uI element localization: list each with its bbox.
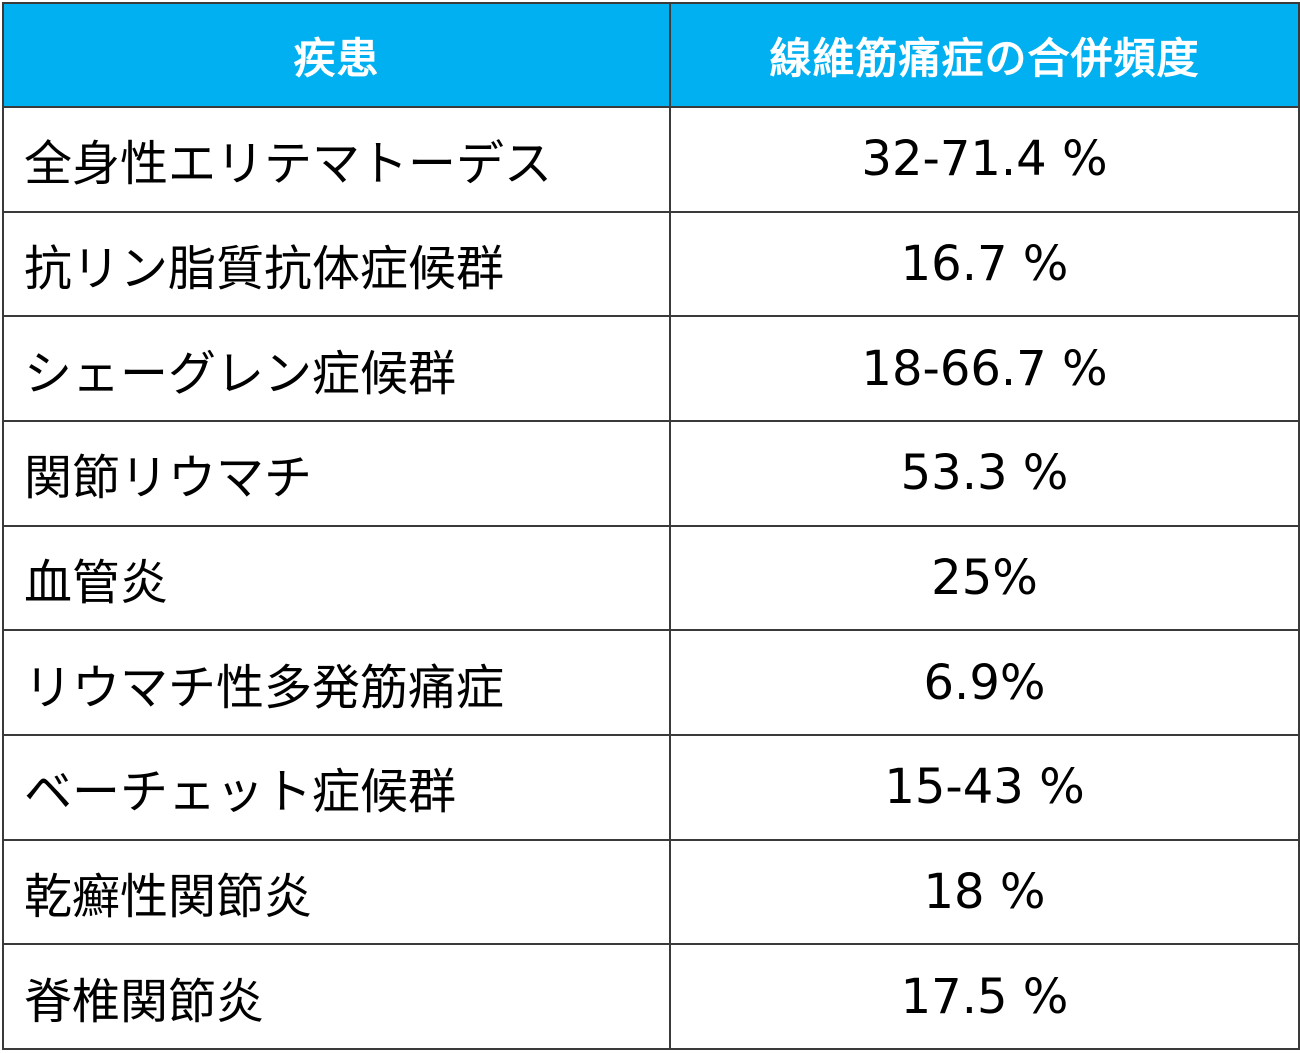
disease-cell: 全身性エリテマトーデス — [2, 106, 671, 213]
frequency-cell: 15-43 % — [669, 733, 1300, 841]
frequency-cell: 17.5 % — [669, 943, 1300, 1050]
frequency-cell: 16.7 % — [669, 210, 1300, 318]
disease-cell: 血管炎 — [2, 524, 671, 632]
header-row: 疾患 線維筋痛症の合併頻度 — [2, 2, 1300, 108]
table-row: シェーグレン症候群 18-66.7 % — [2, 315, 1300, 422]
disease-cell: 乾癬性関節炎 — [2, 838, 671, 946]
frequency-cell: 53.3 % — [669, 419, 1300, 527]
disease-cell: 脊椎関節炎 — [2, 943, 671, 1050]
table-row: 乾癬性関節炎 18 % — [2, 838, 1300, 946]
table-row: 関節リウマチ 53.3 % — [2, 419, 1300, 527]
disease-cell: シェーグレン症候群 — [2, 315, 671, 422]
table-row: 全身性エリテマトーデス 32-71.4 % — [2, 106, 1300, 213]
table-row: 脊椎関節炎 17.5 % — [2, 943, 1300, 1050]
frequency-cell: 18 % — [669, 838, 1300, 946]
header-disease: 疾患 — [2, 2, 671, 108]
disease-cell: ベーチェット症候群 — [2, 733, 671, 841]
table-row: 抗リン脂質抗体症候群 16.7 % — [2, 210, 1300, 318]
table-row: リウマチ性多発筋痛症 6.9% — [2, 629, 1300, 736]
frequency-cell: 25% — [669, 524, 1300, 632]
frequency-cell: 32-71.4 % — [669, 106, 1300, 213]
disease-cell: 関節リウマチ — [2, 419, 671, 527]
table-row: 血管炎 25% — [2, 524, 1300, 632]
table-body: 全身性エリテマトーデス 32-71.4 % 抗リン脂質抗体症候群 16.7 % … — [2, 106, 1300, 1050]
table-header: 疾患 線維筋痛症の合併頻度 — [2, 2, 1300, 108]
header-frequency: 線維筋痛症の合併頻度 — [669, 2, 1300, 108]
frequency-cell: 6.9% — [669, 629, 1300, 736]
table-row: ベーチェット症候群 15-43 % — [2, 733, 1300, 841]
frequency-cell: 18-66.7 % — [669, 315, 1300, 422]
disease-cell: リウマチ性多発筋痛症 — [2, 629, 671, 736]
disease-cell: 抗リン脂質抗体症候群 — [2, 210, 671, 318]
